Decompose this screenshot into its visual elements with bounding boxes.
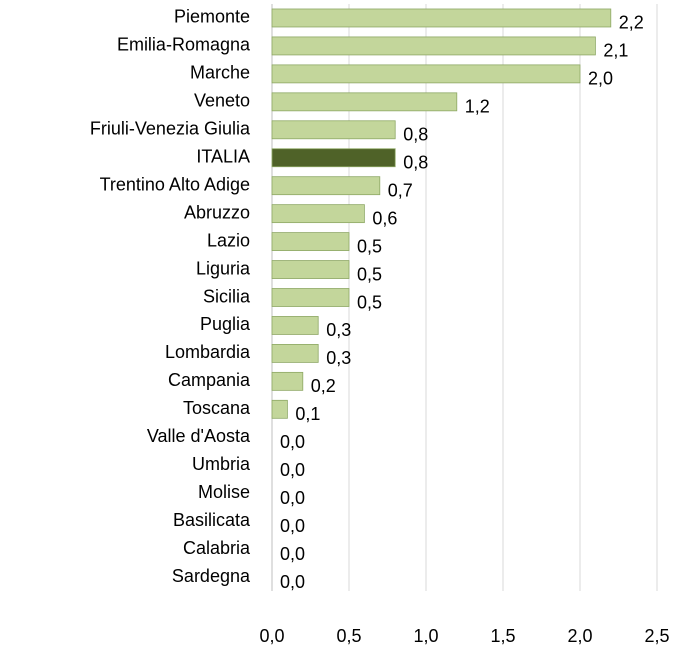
bar [271, 316, 319, 335]
bar [271, 232, 350, 251]
value-label: 2,1 [603, 41, 628, 61]
value-label: 0,0 [280, 460, 305, 480]
y-tick-label: Lazio [207, 230, 250, 250]
value-label: 0,1 [295, 404, 320, 424]
value-label: 0,8 [403, 125, 428, 145]
y-tick-label: Liguria [196, 258, 251, 278]
y-tick-label: Veneto [194, 91, 250, 111]
value-label: 0,5 [357, 236, 382, 256]
bar [271, 148, 396, 168]
y-tick-label: Calabria [183, 538, 251, 558]
y-tick-label: Sardegna [172, 566, 251, 586]
bar [271, 288, 350, 307]
bar [271, 64, 581, 84]
y-tick-label: Piemonte [174, 7, 250, 27]
value-label: 0,3 [326, 320, 351, 340]
y-tick-label: Marche [190, 63, 250, 83]
value-label: 2,2 [619, 13, 644, 33]
y-tick-label: Trentino Alto Adige [100, 174, 250, 194]
value-label: 0,0 [280, 544, 305, 564]
y-tick-label: Abruzzo [184, 202, 250, 222]
value-label: 0,0 [280, 488, 305, 508]
y-tick-label: Basilicata [173, 510, 251, 530]
y-tick-label: Friuli-Venezia Giulia [90, 119, 251, 139]
bar [271, 36, 596, 56]
x-tick-label: 2,5 [644, 626, 669, 646]
x-tick-label: 0,0 [259, 626, 284, 646]
value-label: 0,6 [372, 208, 397, 228]
y-tick-label: Toscana [183, 398, 251, 418]
x-tick-label: 1,5 [490, 626, 515, 646]
y-tick-label: ITALIA [196, 146, 250, 166]
x-tick-label: 2,0 [567, 626, 592, 646]
y-tick-label: Molise [198, 482, 250, 502]
value-label: 0,0 [280, 432, 305, 452]
value-label: 0,5 [357, 292, 382, 312]
value-label: 0,3 [326, 348, 351, 368]
bar [271, 260, 350, 279]
bar [271, 8, 612, 28]
bar [271, 204, 365, 224]
y-tick-label: Emilia-Romagna [117, 35, 251, 55]
value-label: 0,2 [311, 376, 336, 396]
value-label: 0,0 [280, 572, 305, 592]
y-tick-label: Campania [168, 370, 251, 390]
value-label: 0,8 [403, 152, 428, 172]
y-tick-label: Umbria [192, 454, 251, 474]
x-tick-label: 1,0 [413, 626, 438, 646]
bar [271, 344, 319, 363]
value-label: 0,5 [357, 264, 382, 284]
value-label: 0,7 [388, 180, 413, 200]
bar [271, 120, 396, 140]
y-tick-label: Puglia [200, 314, 251, 334]
bar [271, 371, 304, 391]
y-tick-label: Sicilia [203, 286, 251, 306]
y-tick-label: Lombardia [165, 342, 251, 362]
bar [271, 399, 288, 419]
value-label: 0,0 [280, 516, 305, 536]
x-tick-label: 0,5 [336, 626, 361, 646]
y-tick-label: Valle d'Aosta [147, 426, 251, 446]
bar [271, 92, 458, 112]
value-label: 1,2 [465, 97, 490, 117]
value-label: 2,0 [588, 69, 613, 89]
bar [271, 176, 381, 196]
